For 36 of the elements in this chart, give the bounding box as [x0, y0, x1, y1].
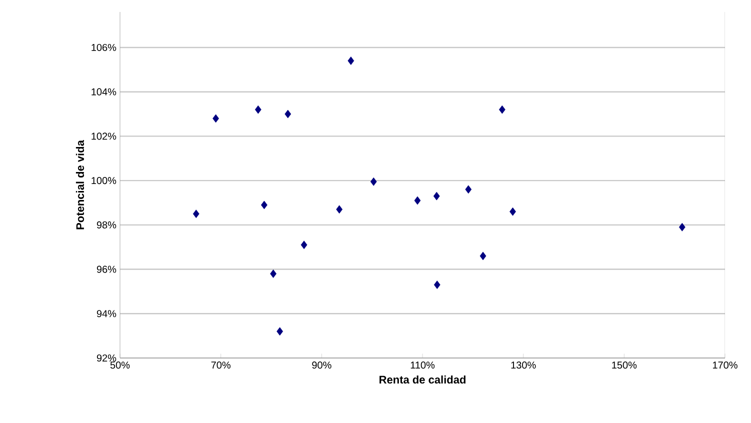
point: [276, 327, 284, 336]
point: [433, 192, 440, 200]
y-tick-label: 94%: [96, 310, 116, 318]
point: [465, 185, 472, 194]
point: [510, 207, 516, 216]
x-tick-label: 110%: [410, 362, 435, 369]
x-tick-label: 70%: [211, 362, 230, 369]
x-tick-label: 150%: [612, 362, 637, 369]
point: [254, 105, 262, 114]
y-axis-title: Potencial de vida: [76, 140, 84, 230]
point: [414, 196, 421, 205]
point: [260, 200, 268, 210]
y-tick-label: 106%: [92, 44, 116, 52]
point: [678, 222, 686, 232]
x-tick-label: 170%: [712, 362, 738, 369]
point: [370, 177, 377, 186]
point: [270, 270, 276, 278]
point: [212, 114, 219, 123]
point: [284, 110, 292, 118]
y-tick-label: 100%: [92, 177, 116, 184]
y-tick-label: 92%: [96, 354, 116, 362]
point: [480, 252, 486, 260]
point: [300, 240, 308, 250]
y-tick-label: 104%: [92, 88, 116, 96]
x-axis-title: Renta de calidad: [380, 375, 466, 384]
y-tick-label: 96%: [96, 266, 116, 273]
y-tick-label: 102%: [92, 132, 116, 140]
x-tick-label: 90%: [312, 362, 332, 369]
point: [434, 280, 440, 290]
x-tick-label: 50%: [110, 362, 130, 369]
point: [336, 205, 343, 214]
y-tick-label: 98%: [96, 221, 116, 228]
point: [498, 105, 506, 114]
point: [192, 210, 200, 218]
point: [348, 56, 354, 65]
x-tick-label: 130%: [511, 362, 536, 369]
